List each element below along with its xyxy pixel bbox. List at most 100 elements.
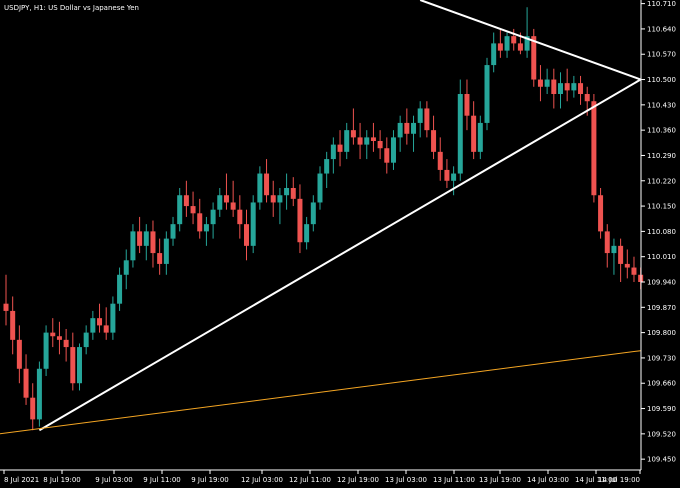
y-tick-label: 109.450	[647, 456, 676, 464]
candle-body	[557, 83, 563, 94]
candle	[484, 57, 490, 131]
candle-body	[130, 231, 136, 261]
candle	[157, 238, 163, 275]
candle-body	[631, 267, 637, 275]
candle-body	[277, 195, 283, 203]
triangle-upper-line	[419, 0, 641, 81]
candle	[437, 137, 443, 181]
candle-body	[317, 173, 323, 203]
candle	[143, 224, 149, 261]
x-tick-label: 14 Jul 19:00	[598, 476, 640, 484]
candle	[250, 195, 256, 254]
candle	[611, 238, 617, 275]
candle	[36, 361, 42, 427]
candle-body	[551, 79, 557, 94]
y-tick-label: 110.150	[647, 203, 676, 211]
candle-body	[324, 159, 330, 174]
y-tick-label: 110.500	[647, 76, 676, 84]
candle-body	[384, 148, 390, 163]
candle-body	[370, 137, 376, 141]
candle	[83, 325, 89, 355]
candle-body	[524, 36, 530, 51]
candle-body	[591, 101, 597, 196]
candle-body	[16, 339, 22, 369]
x-tick-label: 8 Jul 19:00	[43, 476, 81, 484]
candle-body	[424, 108, 430, 131]
candle-body	[330, 144, 336, 160]
candle	[103, 307, 109, 340]
candle-body	[484, 65, 490, 123]
candle-body	[350, 130, 356, 138]
candle	[63, 329, 69, 362]
candle-body	[103, 325, 109, 333]
candle-body	[564, 83, 570, 91]
candle-body	[444, 169, 450, 181]
y-tick-label: 110.710	[647, 0, 676, 8]
candle	[397, 115, 403, 152]
candle-body	[43, 332, 49, 369]
candle	[471, 101, 477, 160]
candle	[524, 7, 530, 58]
candle	[50, 318, 56, 348]
candle-body	[257, 173, 263, 203]
candle	[497, 28, 503, 58]
y-tick-label: 109.660	[647, 380, 676, 388]
candle	[531, 28, 537, 87]
candle	[457, 79, 463, 181]
candle	[237, 195, 243, 239]
candle-body	[624, 263, 630, 268]
candle-body	[76, 347, 82, 384]
candle-body	[531, 36, 537, 80]
candle-body	[417, 108, 423, 123]
y-tick-label: 110.290	[647, 152, 676, 160]
x-tick-label: 13 Jul 03:00	[385, 476, 427, 484]
y-tick-label: 110.430	[647, 101, 676, 109]
candle-body	[123, 260, 129, 275]
candle-body	[30, 397, 36, 420]
candle-body	[598, 195, 604, 232]
candle-body	[310, 202, 316, 225]
candle-body	[357, 137, 363, 145]
candle	[203, 216, 209, 246]
candle-body	[578, 83, 584, 94]
candle-body	[477, 122, 483, 152]
chart-title: USDJPY, H1: US Dollar vs Japanese Yen	[4, 4, 139, 12]
candle-body	[230, 202, 236, 210]
x-tick-label: 13 Jul 19:00	[479, 476, 521, 484]
candle	[464, 79, 470, 131]
candle-body	[377, 141, 383, 149]
candle-body	[23, 368, 29, 398]
candle	[491, 32, 497, 73]
candle	[56, 321, 62, 355]
candle	[544, 68, 550, 94]
candle	[76, 343, 82, 391]
candle	[16, 325, 22, 384]
candle-body	[364, 137, 370, 145]
candle	[177, 188, 183, 232]
candle	[217, 188, 223, 217]
y-tick-label: 109.870	[647, 304, 676, 312]
candle-body	[150, 231, 156, 254]
candle-body	[244, 224, 250, 246]
y-axis: 110.710 110.640 110.570 110.500 110.430 110.3…	[641, 0, 676, 464]
candle-body	[83, 332, 89, 348]
candle	[411, 115, 417, 152]
candle-body	[397, 122, 403, 138]
candle	[3, 274, 9, 326]
candle	[504, 32, 510, 58]
candle	[317, 166, 323, 210]
candle	[537, 65, 543, 102]
x-tick-label: 9 Jul 03:00	[95, 476, 133, 484]
candle-body	[344, 130, 350, 152]
candle	[210, 202, 216, 239]
candle-body	[504, 36, 510, 51]
candle-body	[63, 339, 69, 348]
candle	[477, 115, 483, 160]
y-tick-label: 110.360	[647, 127, 676, 135]
candle	[370, 122, 376, 152]
candle	[70, 332, 76, 391]
candle-body	[497, 43, 503, 51]
candle-body	[451, 173, 457, 181]
candle-body	[584, 94, 590, 102]
